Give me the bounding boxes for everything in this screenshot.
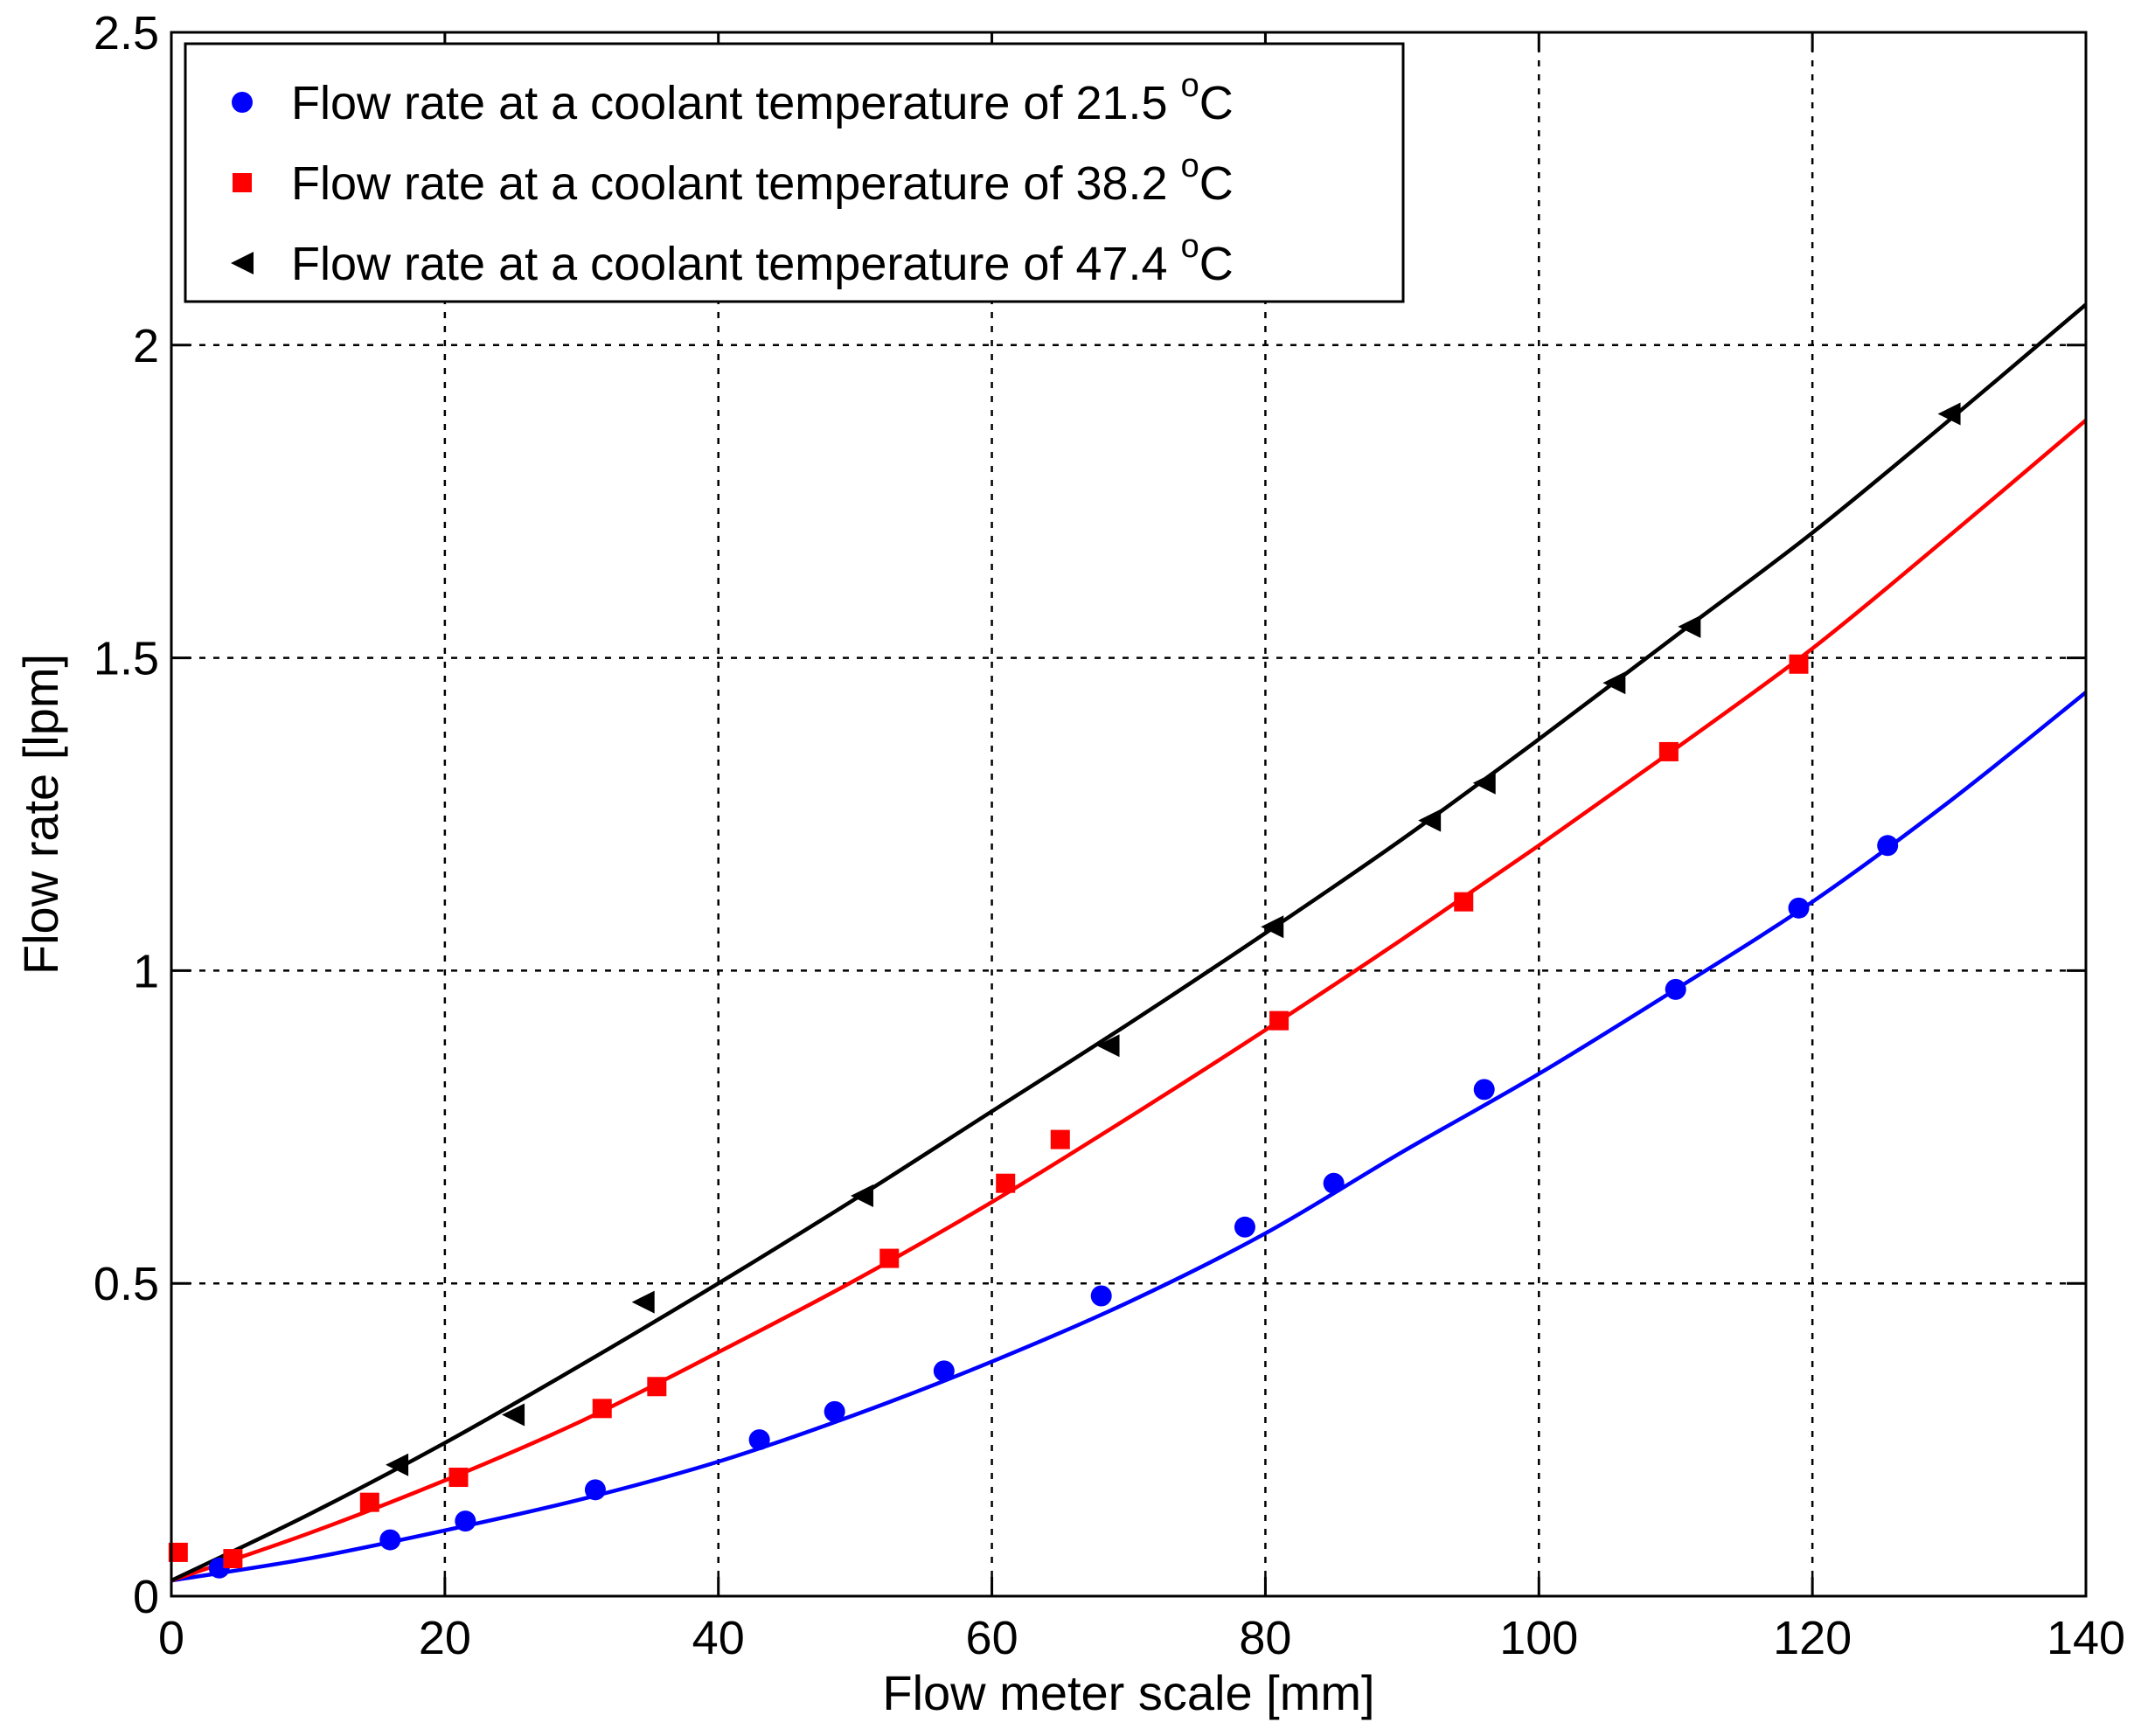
x-tick-label: 0 bbox=[158, 1612, 184, 1664]
axis-ticks bbox=[170, 31, 2088, 1598]
data-point-series-1 bbox=[379, 1529, 401, 1551]
x-tick-label: 40 bbox=[692, 1612, 745, 1664]
data-point-series-1 bbox=[1877, 835, 1899, 857]
legend: Flow rate at a coolant temperature of 21… bbox=[184, 42, 1405, 303]
legend-box bbox=[184, 42, 1405, 303]
legend-marker-series-3 bbox=[231, 252, 254, 274]
data-point-series-1 bbox=[748, 1429, 770, 1451]
data-point-series-2 bbox=[1658, 741, 1679, 761]
data-point-series-2 bbox=[359, 1492, 379, 1512]
data-point-series-2 bbox=[1789, 654, 1809, 674]
y-tick-label: 1 bbox=[133, 945, 159, 997]
data-point-series-3 bbox=[1678, 615, 1701, 638]
data-point-series-2 bbox=[879, 1248, 900, 1268]
legend-label-main: Flow rate at a coolant temperature of 47… bbox=[291, 238, 1181, 290]
legend-label-series-2: Flow rate at a coolant temperature of 38… bbox=[291, 148, 1234, 210]
data-point-series-3 bbox=[502, 1403, 525, 1427]
data-point-series-2 bbox=[1050, 1129, 1070, 1149]
legend-label-unit: C bbox=[1199, 238, 1234, 290]
x-tick-labels: 0 20 40 60 80 100 120 140 bbox=[158, 1612, 2125, 1664]
data-markers bbox=[168, 402, 1961, 1579]
data-point-series-3 bbox=[1096, 1034, 1120, 1058]
legend-marker-series-1 bbox=[232, 92, 253, 113]
legend-label-degree: o bbox=[1181, 67, 1199, 104]
data-point-series-3 bbox=[631, 1290, 655, 1314]
x-tick-label: 140 bbox=[2047, 1612, 2125, 1664]
y-tick-label: 2 bbox=[133, 320, 159, 372]
data-point-series-3 bbox=[1472, 771, 1496, 795]
legend-label-degree: o bbox=[1181, 228, 1199, 265]
y-tick-label: 0 bbox=[133, 1571, 159, 1623]
fit-curves bbox=[170, 302, 2088, 1583]
data-point-series-3 bbox=[386, 1453, 409, 1476]
fit-curve-series-2 bbox=[170, 418, 2088, 1583]
legend-label-main: Flow rate at a coolant temperature of 21… bbox=[291, 77, 1181, 129]
data-point-series-1 bbox=[1665, 978, 1686, 1000]
plot-area-frame bbox=[170, 31, 2088, 1598]
data-point-series-3 bbox=[1261, 915, 1284, 939]
data-point-series-2 bbox=[1454, 892, 1474, 912]
legend-marker-series-2 bbox=[233, 173, 252, 192]
data-point-series-2 bbox=[1269, 1010, 1289, 1031]
x-tick-label: 80 bbox=[1239, 1612, 1291, 1664]
data-point-series-1 bbox=[1234, 1216, 1255, 1238]
data-point-series-2 bbox=[223, 1549, 243, 1569]
data-point-series-2 bbox=[592, 1399, 612, 1419]
data-point-series-1 bbox=[455, 1510, 476, 1532]
fit-curve-series-3 bbox=[170, 302, 2088, 1583]
legend-label-series-1: Flow rate at a coolant temperature of 21… bbox=[291, 67, 1234, 129]
fit-curve-series-1 bbox=[170, 691, 2088, 1583]
y-tick-label: 0.5 bbox=[94, 1258, 159, 1310]
legend-label-series-3: Flow rate at a coolant temperature of 47… bbox=[291, 228, 1234, 290]
x-tick-label: 120 bbox=[1773, 1612, 1852, 1664]
data-point-series-3 bbox=[1418, 809, 1442, 832]
data-point-series-3 bbox=[1937, 402, 1961, 426]
data-point-series-1 bbox=[933, 1360, 955, 1382]
data-point-series-1 bbox=[1473, 1079, 1495, 1101]
y-tick-label: 1.5 bbox=[94, 633, 159, 685]
x-tick-label: 20 bbox=[419, 1612, 471, 1664]
data-point-series-3 bbox=[850, 1184, 873, 1208]
y-tick-labels: 0 0.5 1 1.5 2 2.5 bbox=[94, 7, 159, 1623]
grid-lines bbox=[171, 32, 2086, 1596]
legend-label-degree: o bbox=[1181, 148, 1199, 184]
legend-label-main: Flow rate at a coolant temperature of 38… bbox=[291, 157, 1181, 210]
data-point-series-2 bbox=[168, 1542, 188, 1562]
y-axis-label: Flow rate [lpm] bbox=[13, 654, 68, 975]
data-point-series-1 bbox=[1788, 897, 1810, 919]
data-point-series-1 bbox=[824, 1400, 845, 1422]
legend-label-unit: C bbox=[1199, 157, 1234, 210]
data-point-series-2 bbox=[647, 1377, 667, 1397]
data-point-series-2 bbox=[996, 1173, 1016, 1193]
x-tick-label: 100 bbox=[1499, 1612, 1578, 1664]
legend-label-unit: C bbox=[1199, 77, 1234, 129]
data-point-series-2 bbox=[448, 1468, 469, 1488]
x-axis-label: Flow meter scale [mm] bbox=[882, 1665, 1374, 1720]
data-point-series-1 bbox=[1090, 1285, 1112, 1307]
y-tick-label: 2.5 bbox=[94, 7, 159, 59]
legend-entries: Flow rate at a coolant temperature of 21… bbox=[231, 67, 1234, 290]
x-tick-label: 60 bbox=[966, 1612, 1018, 1664]
data-point-series-3 bbox=[1602, 671, 1626, 695]
data-point-series-1 bbox=[584, 1479, 606, 1501]
data-point-series-1 bbox=[1323, 1172, 1345, 1194]
